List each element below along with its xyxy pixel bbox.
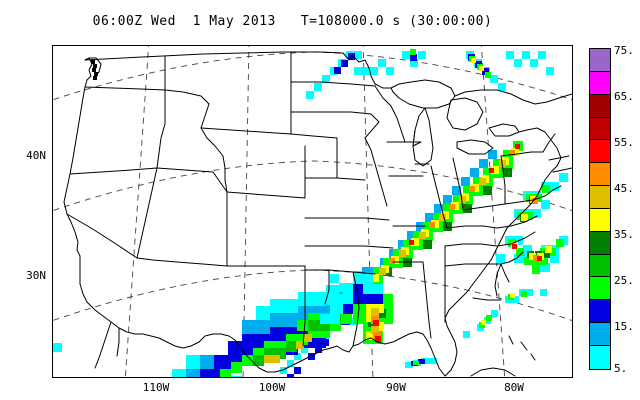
geography-outlines — [63, 51, 572, 377]
lon-label-110w: 110W — [142, 381, 170, 394]
colorbar-tick-15: 15. — [614, 320, 634, 333]
colorbar-tick-35: 35. — [614, 228, 634, 241]
colorbar-swatch-11 — [590, 300, 610, 324]
lon-label-90w: 90W — [386, 381, 406, 394]
colorbar-swatch-7 — [590, 208, 610, 232]
colorbar-swatch-9 — [590, 254, 610, 278]
lon-label-80w: 80W — [504, 381, 524, 394]
colorbar-swatch-2 — [590, 94, 610, 118]
colorbar-swatch-0 — [590, 49, 610, 72]
lat-label-30n: 30N — [26, 269, 46, 282]
colorbar-swatch-5 — [590, 163, 610, 187]
colorbar-swatch-12 — [590, 323, 610, 346]
colorbar[interactable] — [589, 48, 611, 370]
colorbar-swatch-13 — [590, 345, 610, 369]
colorbar-swatch-8 — [590, 231, 610, 255]
colorbar-swatch-6 — [590, 186, 610, 209]
figure-title: 06:00Z Wed 1 May 2013 T=108000.0 s (30:0… — [92, 14, 493, 29]
colorbar-tick-45: 45. — [614, 182, 634, 195]
map-panel[interactable] — [52, 45, 573, 378]
colorbar-tick-75: 75. — [614, 44, 634, 57]
colorbar-tick-25: 25. — [614, 274, 634, 287]
lat-label-40n: 40N — [26, 149, 46, 162]
colorbar-swatch-10 — [590, 277, 610, 301]
colorbar-swatch-3 — [590, 117, 610, 141]
colorbar-tick-55: 55. — [614, 136, 634, 149]
map-graphics — [53, 46, 572, 377]
colorbar-swatch-1 — [590, 71, 610, 95]
precipitation-field — [53, 49, 568, 377]
lon-label-100w: 100W — [258, 381, 286, 394]
colorbar-tick-65: 65. — [614, 90, 634, 103]
colorbar-swatch-4 — [590, 140, 610, 164]
colorbar-tick-5: 5. — [614, 362, 628, 375]
